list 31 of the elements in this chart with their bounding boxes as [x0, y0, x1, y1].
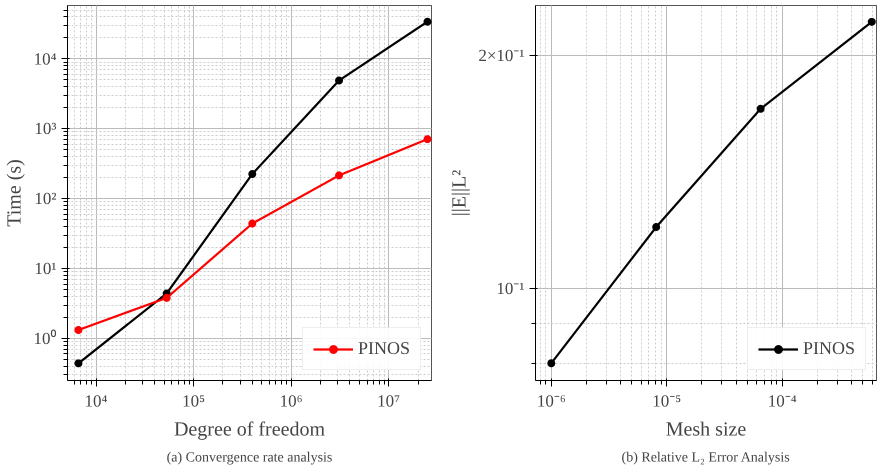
- y-tick-label: 2×10⁻¹: [478, 46, 525, 65]
- x-tick-label: 10⁻⁵: [652, 392, 682, 410]
- y-tick-label: 10⁴: [34, 49, 57, 68]
- point: [74, 359, 82, 368]
- x-tick-label: 10⁵: [182, 392, 206, 410]
- point: [74, 326, 82, 334]
- point: [423, 135, 432, 144]
- x-axis-title: Degree of freedom: [174, 418, 326, 440]
- x-tick-label: 10⁻⁴: [768, 392, 797, 410]
- x-axis-title: Mesh size: [666, 418, 746, 440]
- y-tick-label: 10²: [34, 189, 57, 208]
- x-tick-label: 10⁻⁶: [536, 392, 566, 410]
- point: [248, 220, 256, 228]
- y-tick-label: 10⁻¹: [496, 278, 525, 298]
- y-tick-label: 10³: [34, 119, 57, 138]
- legend-label: PINOS: [358, 338, 410, 359]
- y-axis-title: ||E||L²: [448, 170, 470, 216]
- point: [162, 294, 171, 302]
- y-tick-label: 10¹: [34, 259, 57, 278]
- x-tick-label: 10⁷: [377, 392, 400, 410]
- legend-label: PINOS: [802, 338, 855, 359]
- x-tick-label: 10⁴: [84, 392, 108, 410]
- y-tick-label: 10⁰: [34, 328, 56, 348]
- point: [335, 171, 344, 180]
- text: (b) Relative L₂ Error Analysis: [622, 450, 790, 466]
- text: (a) Convergence rate analysis: [166, 450, 332, 466]
- y-axis-title: Time (s): [4, 159, 26, 227]
- point: [248, 170, 256, 178]
- point: [335, 76, 344, 84]
- point: [423, 18, 432, 26]
- x-tick-label: 10⁶: [280, 392, 303, 410]
